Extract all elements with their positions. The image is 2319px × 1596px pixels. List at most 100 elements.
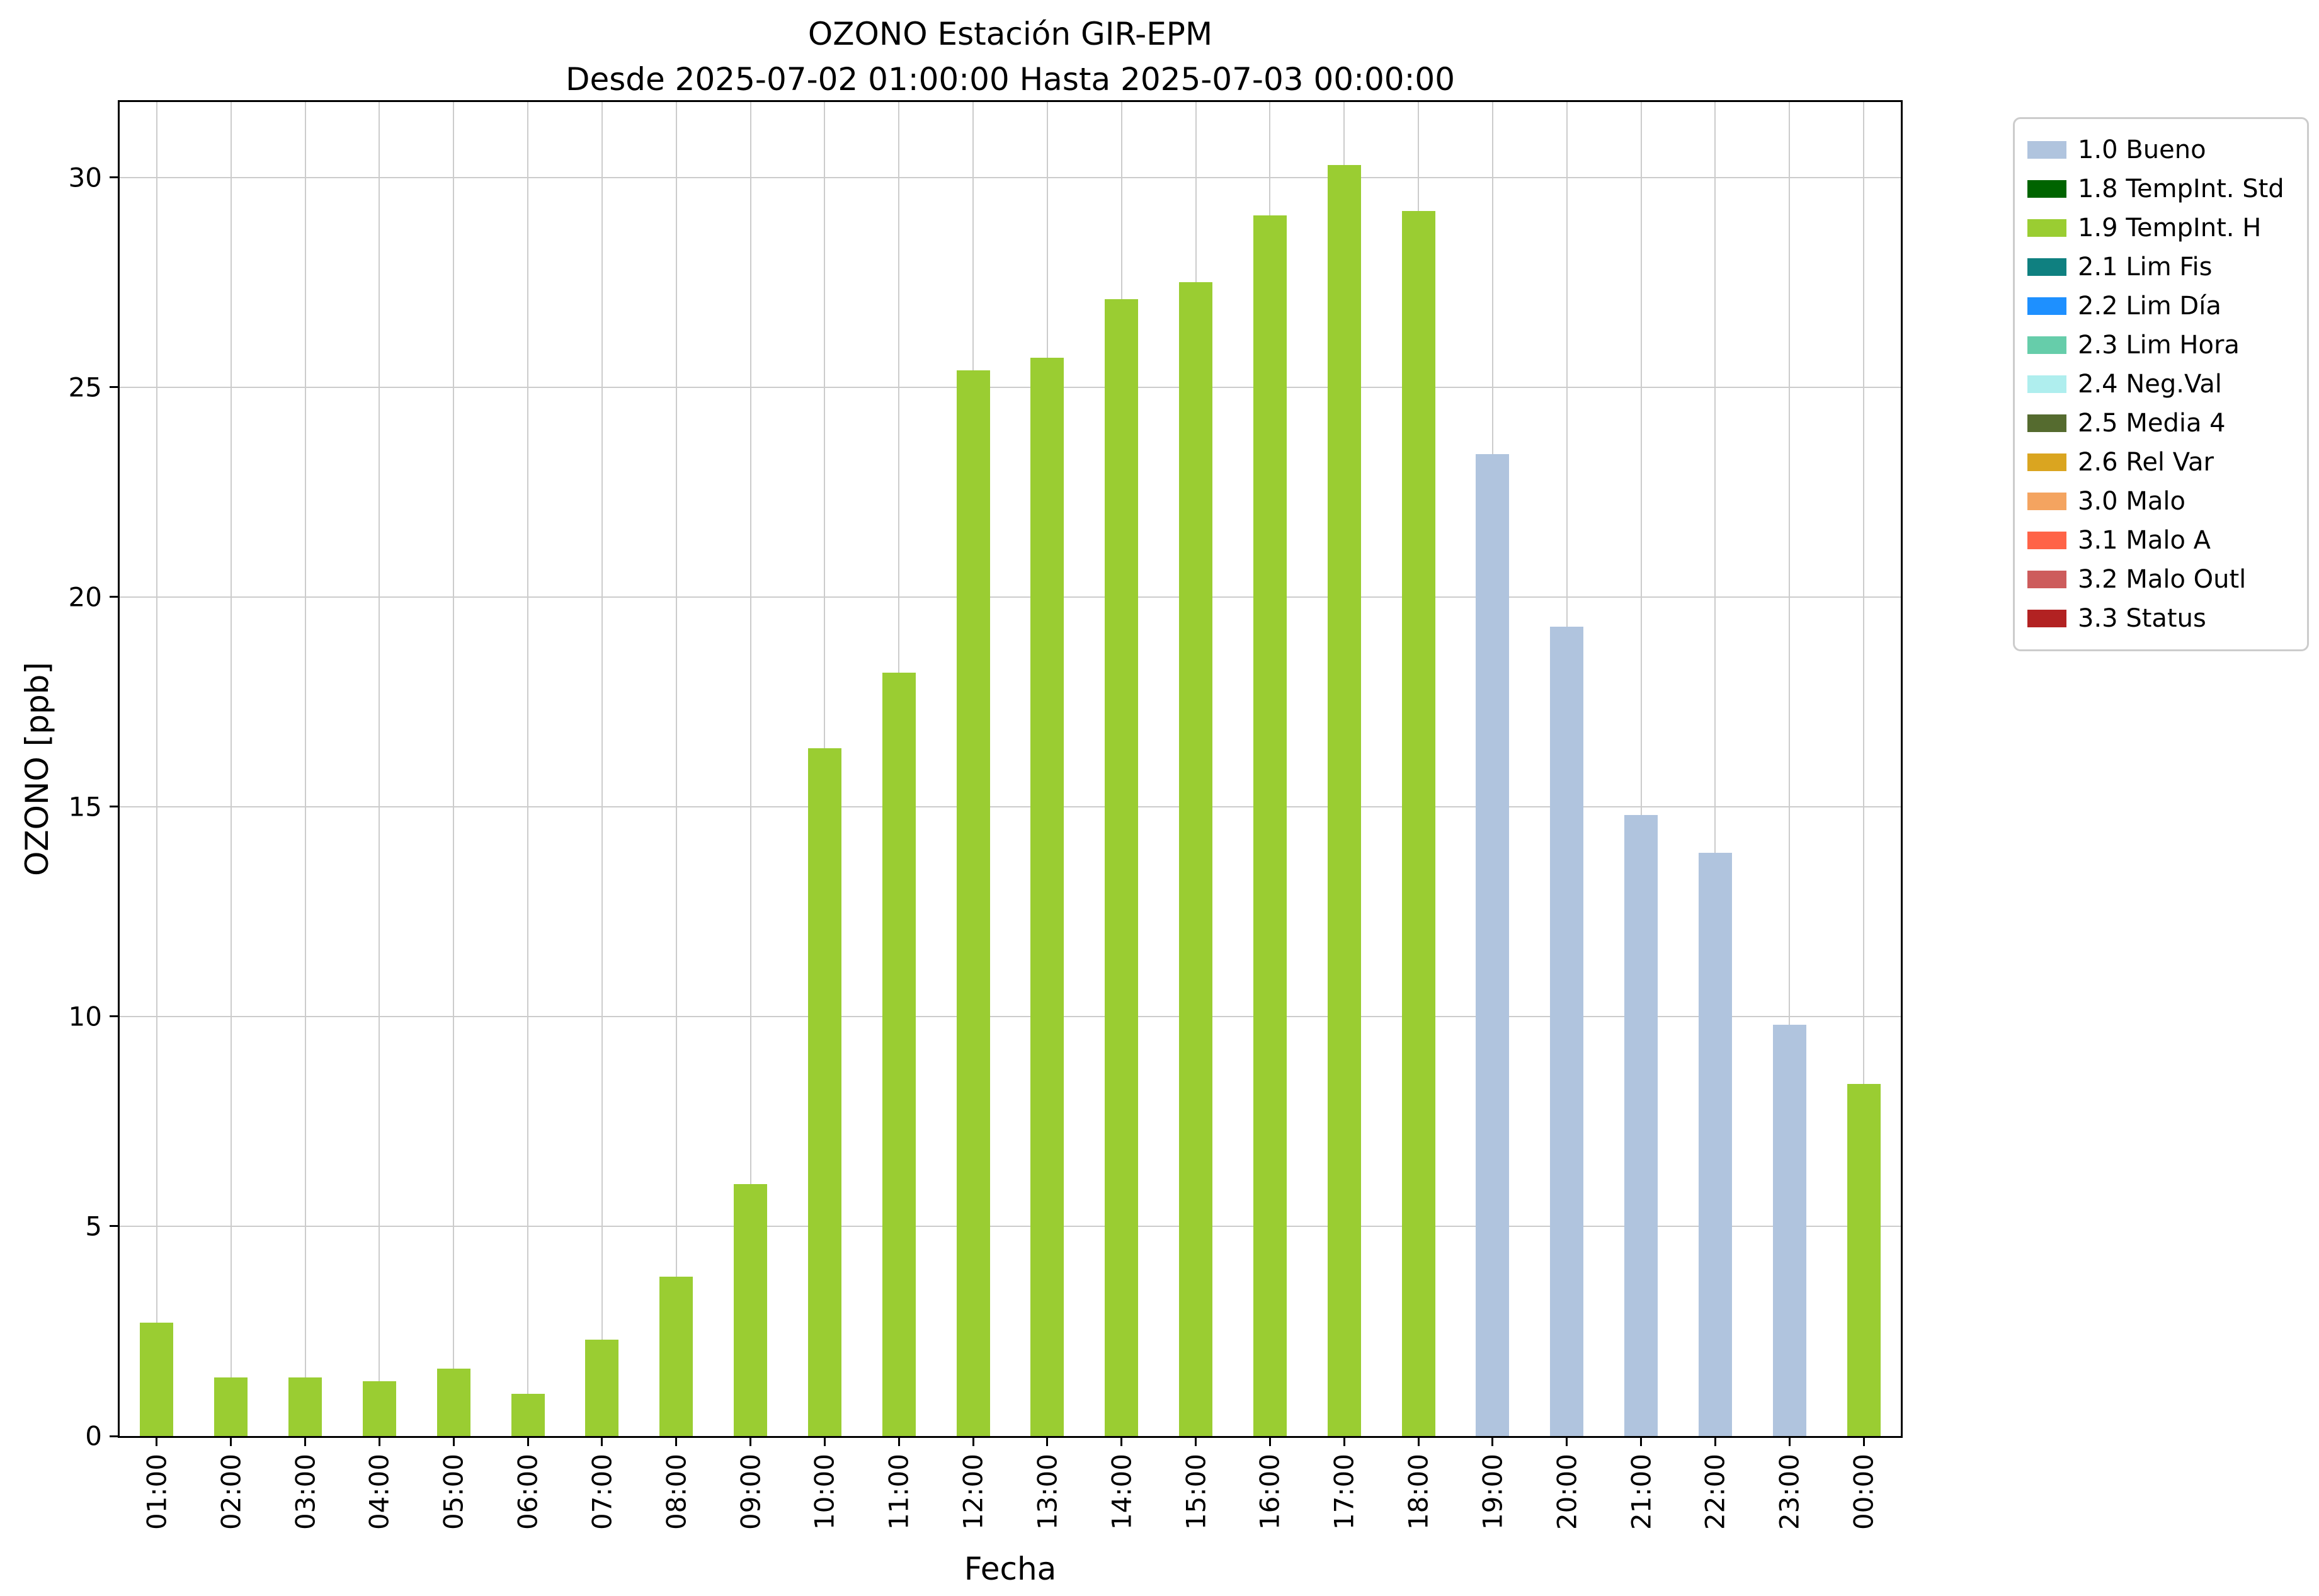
chart-title: OZONO Estación GIR-EPM Desde 2025-07-02 …: [120, 11, 1901, 102]
bar: [585, 1339, 619, 1436]
x-tick-label: 20:00: [1551, 1454, 1583, 1530]
grid-line-vertical: [453, 102, 455, 1436]
bar: [214, 1377, 248, 1436]
bar: [1327, 164, 1361, 1436]
bar: [956, 370, 990, 1436]
legend-swatch: [2027, 219, 2066, 237]
legend-swatch: [2027, 258, 2066, 276]
grid-line-vertical: [675, 102, 677, 1436]
legend-item-label: 1.9 TempInt. H: [2078, 214, 2262, 242]
legend-item: 2.3 Lim Hora: [2027, 326, 2294, 365]
bar: [807, 748, 841, 1436]
grid-line-vertical: [304, 102, 306, 1436]
x-tick-mark: [1343, 1436, 1345, 1446]
x-tick-mark: [230, 1436, 232, 1446]
grid-line-vertical: [527, 102, 529, 1436]
y-tick-mark: [110, 1015, 120, 1018]
legend-item-label: 2.4 Neg.Val: [2078, 370, 2222, 399]
x-tick-label: 14:00: [1106, 1454, 1137, 1530]
y-tick-label: 25: [68, 372, 102, 403]
x-tick-label: 13:00: [1032, 1454, 1063, 1530]
grid-line-horizontal: [120, 386, 1901, 388]
y-tick-mark: [110, 806, 120, 808]
x-tick-label: 19:00: [1477, 1454, 1508, 1530]
bar: [1624, 815, 1658, 1436]
bar: [659, 1276, 693, 1436]
x-tick-label: 11:00: [883, 1454, 914, 1530]
y-tick-label: 10: [68, 1001, 102, 1032]
grid-line-vertical: [230, 102, 232, 1436]
legend-swatch: [2027, 180, 2066, 198]
legend-item: 3.0 Malo: [2027, 482, 2294, 521]
bar: [362, 1381, 396, 1436]
y-tick-label: 20: [68, 581, 102, 613]
x-tick-label: 17:00: [1328, 1454, 1360, 1530]
x-tick-label: 02:00: [215, 1454, 247, 1530]
legend-swatch: [2027, 375, 2066, 393]
legend-item: 1.0 Bueno: [2027, 130, 2294, 169]
x-tick-label: 04:00: [363, 1454, 395, 1530]
x-tick-label: 12:00: [957, 1454, 989, 1530]
x-tick-label: 00:00: [1848, 1454, 1879, 1530]
y-tick-mark: [110, 596, 120, 598]
x-tick-label: 08:00: [661, 1454, 692, 1530]
y-tick-label: 0: [85, 1420, 102, 1452]
bar: [140, 1323, 174, 1436]
bar: [1698, 853, 1732, 1436]
x-tick-label: 07:00: [586, 1454, 618, 1530]
legend-item-label: 2.3 Lim Hora: [2078, 331, 2240, 360]
y-tick-label: 5: [85, 1211, 102, 1242]
x-tick-label: 05:00: [438, 1454, 469, 1530]
x-tick-mark: [1195, 1436, 1197, 1446]
bar: [734, 1184, 768, 1436]
legend-item: 3.1 Malo A: [2027, 521, 2294, 560]
legend-item: 1.9 TempInt. H: [2027, 208, 2294, 248]
grid-line-vertical: [1863, 102, 1865, 1436]
legend-item: 3.3 Status: [2027, 599, 2294, 638]
x-tick-mark: [1566, 1436, 1568, 1446]
legend-item: 2.1 Lim Fis: [2027, 248, 2294, 287]
legend-swatch: [2027, 453, 2066, 471]
legend-item-label: 3.1 Malo A: [2078, 526, 2211, 555]
legend-swatch: [2027, 297, 2066, 315]
grid-line-horizontal: [120, 1015, 1901, 1017]
bar: [882, 672, 916, 1436]
legend-item: 2.2 Lim Día: [2027, 287, 2294, 326]
x-tick-label: 23:00: [1774, 1454, 1805, 1530]
x-tick-mark: [1120, 1436, 1123, 1446]
legend-swatch: [2027, 532, 2066, 549]
x-tick-label: 18:00: [1403, 1454, 1434, 1530]
legend-item: 2.6 Rel Var: [2027, 443, 2294, 482]
x-tick-mark: [1788, 1436, 1791, 1446]
bar: [1030, 358, 1064, 1436]
x-tick-label: 16:00: [1254, 1454, 1285, 1530]
grid-line-vertical: [1789, 102, 1791, 1436]
legend-item-label: 3.3 Status: [2078, 604, 2206, 633]
x-tick-label: 09:00: [735, 1454, 766, 1530]
bar: [288, 1377, 322, 1436]
legend-swatch: [2027, 493, 2066, 510]
legend-item-label: 1.8 TempInt. Std: [2078, 174, 2284, 203]
bar: [1401, 211, 1435, 1436]
bar: [1847, 1083, 1881, 1436]
x-tick-label: 10:00: [809, 1454, 840, 1530]
legend-item-label: 2.6 Rel Var: [2078, 448, 2214, 477]
legend-item-label: 2.5 Media 4: [2078, 409, 2226, 438]
y-tick-mark: [110, 1435, 120, 1437]
y-tick-label: 15: [68, 791, 102, 823]
bar: [1476, 454, 1510, 1436]
legend-swatch: [2027, 414, 2066, 432]
x-tick-mark: [749, 1436, 752, 1446]
grid-line-vertical: [749, 102, 751, 1436]
legend-item-label: 2.2 Lim Día: [2078, 292, 2221, 321]
x-tick-mark: [1491, 1436, 1494, 1446]
legend-swatch: [2027, 571, 2066, 588]
x-tick-label: 06:00: [512, 1454, 544, 1530]
x-axis-label: Fecha: [964, 1551, 1057, 1587]
legend-item: 1.8 TempInt. Std: [2027, 169, 2294, 208]
grid-line-vertical: [1714, 102, 1716, 1436]
grid-line-vertical: [156, 102, 157, 1436]
x-tick-mark: [1417, 1436, 1420, 1446]
grid-line-vertical: [601, 102, 603, 1436]
